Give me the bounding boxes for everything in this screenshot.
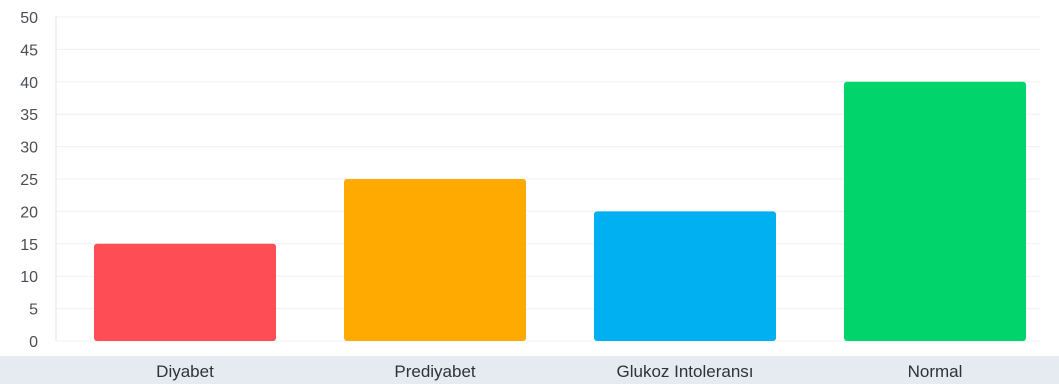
bars [94, 81, 1026, 342]
y-tick-label: 50 [20, 10, 38, 27]
y-tick-label: 30 [20, 140, 38, 157]
x-category-label: Prediyabet [394, 362, 476, 381]
y-tick-label: 45 [20, 42, 38, 59]
y-tick-label: 5 [29, 302, 38, 319]
x-category-label: Diyabet [156, 362, 214, 381]
y-tick-label: 35 [20, 107, 38, 124]
bar-glukoz-intolerans-[interactable] [594, 211, 776, 341]
y-tick-label: 40 [20, 75, 38, 92]
y-tick-label: 15 [20, 237, 38, 254]
bar-normal[interactable] [844, 81, 1026, 342]
x-category-label: Glukoz Intoleransı [616, 362, 753, 381]
y-tick-label: 0 [29, 334, 38, 351]
y-tick-label: 20 [20, 204, 38, 221]
y-tick-label: 10 [20, 269, 38, 286]
bar-diyabet[interactable] [94, 243, 276, 341]
bar-prediyabet[interactable] [344, 179, 526, 341]
x-axis-band [0, 356, 1059, 384]
y-axis-ticks: 0 5 10 15 20 25 30 35 40 45 50 [20, 10, 38, 351]
x-category-label: Normal [908, 362, 963, 381]
x-axis-labels: Diyabet Prediyabet Glukoz Intoleransı Norma… [156, 362, 962, 381]
y-tick-label: 25 [20, 172, 38, 189]
